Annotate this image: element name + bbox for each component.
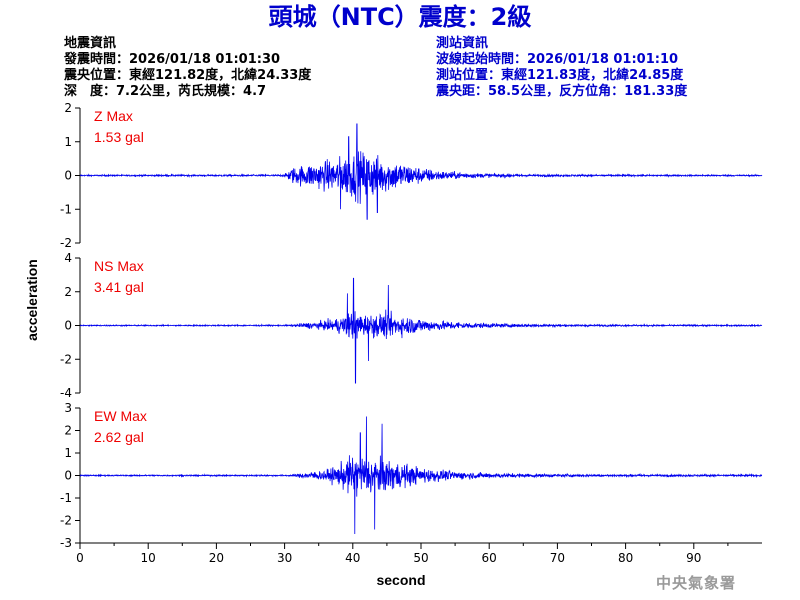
max-label-z: Z Max	[94, 108, 133, 124]
station-info-heading: 測站資訊	[436, 36, 489, 51]
station-info-block: 測站資訊 波線起始時間：2026/01/18 01:01:10 測站位置：東經1…	[436, 36, 687, 100]
y-tick-label: -1	[60, 491, 72, 505]
x-tick-label: 20	[209, 551, 224, 565]
max-value-ns: 3.41 gal	[94, 279, 144, 295]
epicenter-location: 震央位置：東經121.82度，北緯24.33度	[64, 68, 312, 83]
y-tick-label: 0	[64, 319, 72, 333]
max-label-ns: NS Max	[94, 258, 144, 274]
y-tick-label: 2	[64, 424, 72, 438]
waveform-ew	[79, 416, 763, 535]
max-label-ew: EW Max	[94, 408, 147, 424]
x-tick-label: 70	[550, 551, 565, 565]
y-tick-label: 3	[64, 401, 72, 415]
quake-info-heading: 地震資訊	[64, 36, 117, 51]
y-tick-label: -2	[60, 352, 72, 366]
x-tick-label: 80	[618, 551, 633, 565]
x-tick-label: 40	[345, 551, 360, 565]
x-tick-label: 0	[76, 551, 84, 565]
x-tick-label: 10	[141, 551, 156, 565]
y-tick-label: 4	[64, 251, 72, 265]
y-tick-label: -4	[60, 386, 72, 400]
y-tick-label: 0	[64, 169, 72, 183]
quake-info-block: 地震資訊 發震時間：2026/01/18 01:01:30 震央位置：東經121…	[64, 36, 311, 100]
y-tick-label: 2	[64, 285, 72, 299]
waveform-ns	[79, 277, 763, 384]
depth-magnitude: 深 度：7.2公里，芮氏規模：4.7	[64, 84, 267, 99]
x-tick-label: 50	[413, 551, 428, 565]
y-tick-label: -2	[60, 236, 72, 250]
y-tick-label: 1	[64, 135, 72, 149]
page-title: 頭城（NTC）震度：2級	[268, 3, 532, 31]
epicentral-distance: 震央距：58.5公里，反方位角：181.33度	[436, 84, 688, 99]
y-tick-label: -1	[60, 202, 72, 216]
max-value-ew: 2.62 gal	[94, 429, 144, 445]
x-tick-label: 30	[277, 551, 292, 565]
x-tick-label: 60	[482, 551, 497, 565]
waveform-start-time: 波線起始時間：2026/01/18 01:01:10	[436, 52, 679, 67]
station-location: 測站位置：東經121.83度，北緯24.85度	[436, 68, 684, 83]
y-tick-label: 0	[64, 469, 72, 483]
y-tick-label: 1	[64, 446, 72, 460]
y-tick-label: 2	[64, 101, 72, 115]
y-tick-label: -2	[60, 514, 72, 528]
origin-time: 發震時間：2026/01/18 01:01:30	[64, 52, 281, 67]
agency-watermark: 中央氣象署	[656, 574, 737, 592]
y-axis-label: acceleration	[24, 259, 40, 341]
x-tick-label: 90	[686, 551, 701, 565]
x-axis-label: second	[376, 572, 425, 588]
y-tick-label: -3	[60, 536, 72, 550]
waveform-z	[79, 123, 763, 220]
max-value-z: 1.53 gal	[94, 129, 144, 145]
